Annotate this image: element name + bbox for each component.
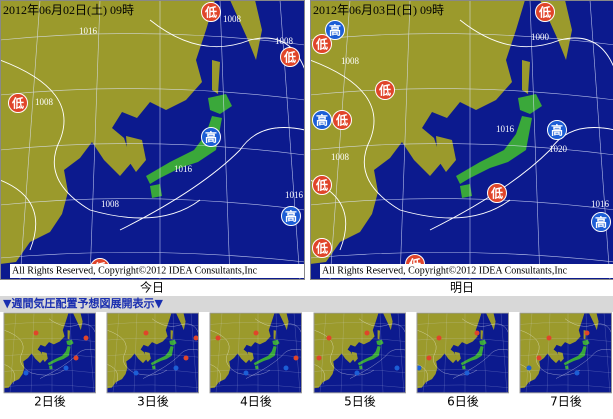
thumb-map (4, 313, 96, 393)
thumb-marker (547, 336, 552, 341)
thumb-marker (365, 331, 370, 336)
thumb-marker (395, 366, 400, 371)
pressure-label: 高 (285, 209, 297, 224)
thumb-caption: 2日後 (34, 395, 66, 409)
isobar-label: 1016 (496, 124, 515, 134)
thumb-marker (254, 331, 259, 336)
weather-map: 1008100810161008101610081016低低低高高低2012年0… (0, 0, 305, 295)
pressure-label: 高 (595, 215, 607, 230)
forecast-thumbnail[interactable] (520, 313, 612, 393)
forecast-thumbnail[interactable] (314, 313, 406, 393)
thumb-caption: 3日後 (137, 395, 169, 409)
timestamp: 2012年06月02日(土) 09時 (3, 3, 134, 17)
isobar-label: 1008 (35, 97, 54, 107)
pressure-label: 低 (11, 96, 24, 111)
thumb-marker (84, 336, 89, 341)
pressure-label: 低 (283, 50, 296, 65)
pressure-label: 高 (316, 113, 328, 128)
thumb-marker (537, 356, 542, 361)
thumb-map (210, 313, 302, 393)
thumb-map (107, 313, 199, 393)
thumb-marker (475, 331, 480, 336)
isobar-label: 1016 (79, 26, 98, 36)
isobar-label: 1008 (331, 152, 350, 162)
thumb-marker (194, 336, 199, 341)
thumb-marker (244, 371, 249, 376)
thumb-marker (355, 371, 360, 376)
thumb-map (314, 313, 406, 393)
thumb-marker (465, 371, 470, 376)
thumb-marker (317, 356, 322, 361)
thumb-map (520, 313, 612, 393)
thumb-marker (284, 366, 289, 371)
thumb-marker (24, 371, 29, 376)
pressure-label: 高 (551, 123, 563, 138)
copyright: All Rights Reserved, Copyright©2012 IDEA… (12, 265, 258, 276)
pressure-label: 低 (315, 241, 328, 256)
isobar-label: 1008 (223, 14, 242, 24)
forecast-thumbnail[interactable] (210, 313, 302, 393)
thumb-marker (527, 366, 532, 371)
forecast-thumbnail[interactable] (4, 313, 96, 393)
map-base (310, 0, 613, 280)
thumb-marker (134, 371, 139, 376)
pressure-label: 低 (335, 113, 348, 128)
map-body: 100010081016102010081016低高低低高低高低低高低低 (310, 0, 613, 280)
forecast-thumbnail[interactable] (417, 313, 509, 393)
isobar-label: 1008 (101, 199, 120, 209)
thumb-marker (184, 356, 189, 361)
map-caption: 今日 (140, 280, 164, 295)
pressure-label: 低 (378, 83, 391, 98)
pressure-label: 低 (490, 186, 503, 201)
thumb-marker (585, 331, 590, 336)
toggle-label[interactable]: ▼週間気圧配置予想図展開表示▼ (3, 296, 163, 310)
copyright: All Rights Reserved, Copyright©2012 IDEA… (322, 265, 568, 276)
pressure-label: 低 (315, 178, 328, 193)
thumb-marker (437, 336, 442, 341)
thumb-marker (575, 371, 580, 376)
timestamp: 2012年06月03日(日) 09時 (313, 3, 444, 17)
thumb-marker (327, 336, 332, 341)
thumb-marker (427, 356, 432, 361)
pressure-label: 低 (315, 37, 328, 52)
thumb-marker (74, 356, 79, 361)
thumb-map (417, 313, 509, 393)
map-body: 1008100810161008101610081016低低低高高低 (0, 0, 305, 280)
isobar-label: 1020 (549, 144, 568, 154)
thumb-caption: 4日後 (240, 395, 272, 409)
isobar-label: 1016 (285, 190, 304, 200)
pressure-label: 高 (329, 23, 341, 38)
thumb-marker (64, 366, 69, 371)
map-caption: 明日 (450, 281, 474, 295)
isobar-label: 1016 (174, 164, 193, 174)
thumb-caption: 5日後 (344, 395, 376, 409)
forecast-thumbnail[interactable] (107, 313, 199, 393)
thumb-marker (34, 331, 39, 336)
pressure-label: 低 (204, 5, 217, 20)
thumb-marker (174, 366, 179, 371)
weather-map: 100010081016102010081016低高低低高低高低低高低低2012… (310, 0, 613, 295)
thumb-caption: 6日後 (447, 395, 479, 409)
pressure-label: 高 (205, 130, 217, 145)
map-base (0, 0, 305, 280)
isobar-label: 1008 (275, 36, 294, 46)
thumb-caption: 7日後 (550, 395, 582, 409)
thumb-marker (144, 331, 149, 336)
isobar-label: 1016 (591, 199, 610, 209)
pressure-label: 低 (538, 5, 551, 20)
isobar-label: 1000 (531, 32, 550, 42)
thumb-marker (294, 356, 299, 361)
thumb-marker (216, 336, 221, 341)
isobar-label: 1008 (341, 56, 360, 66)
